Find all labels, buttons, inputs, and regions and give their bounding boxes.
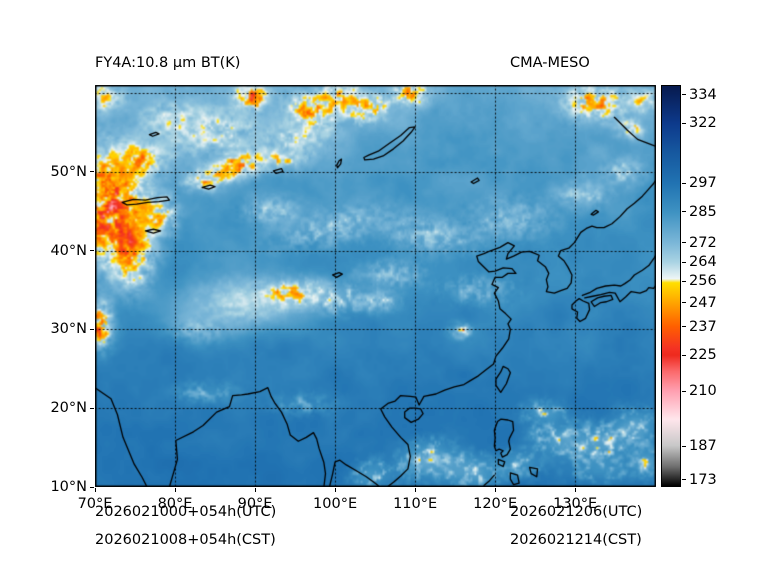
colorbar-tick-label: 225 xyxy=(689,347,717,364)
colorbar-tick-mark xyxy=(682,122,686,124)
colorbar-tick-mark xyxy=(682,390,686,392)
init-time-utc: 2026021000+054h(UTC) xyxy=(95,504,277,520)
colorbar-tick-mark xyxy=(682,211,686,213)
colorbar-tick-mark xyxy=(682,94,686,96)
colorbar xyxy=(661,85,681,487)
y-tick-label: 40°N xyxy=(50,242,87,259)
colorbar-tick-mark xyxy=(682,182,686,184)
valid-time-cst: 2026021214(CST) xyxy=(510,532,642,548)
x-tick-mark xyxy=(574,488,576,492)
colorbar-tick-mark xyxy=(682,479,686,481)
y-tick-mark xyxy=(90,171,94,173)
x-tick-mark xyxy=(174,488,176,492)
y-tick-mark xyxy=(90,250,94,252)
colorbar-tick-mark xyxy=(682,326,686,328)
x-tick-label: 110°E xyxy=(393,496,438,512)
colorbar-tick-mark xyxy=(682,261,686,263)
y-tick-mark xyxy=(90,328,94,330)
x-tick-mark xyxy=(414,488,416,492)
colorbar-tick-mark xyxy=(682,280,686,282)
x-tick-mark xyxy=(254,488,256,492)
colorbar-tick-mark xyxy=(682,445,686,447)
init-time-cst: 2026021008+054h(CST) xyxy=(95,532,276,548)
x-tick-mark xyxy=(94,488,96,492)
colorbar-tick-mark xyxy=(682,354,686,356)
x-tick-label: 90°E xyxy=(237,496,273,512)
colorbar-tick-label: 173 xyxy=(689,471,717,488)
y-tick-mark xyxy=(90,407,94,409)
x-tick-label: 120°E xyxy=(473,496,518,512)
plot-title-left: FY4A:10.8 μm BT(K) xyxy=(95,55,241,71)
colorbar-tick-label: 334 xyxy=(689,86,717,103)
x-tick-mark xyxy=(334,488,336,492)
x-tick-label: 80°E xyxy=(157,496,193,512)
y-tick-label: 10°N xyxy=(50,479,87,495)
colorbar-tick-label: 187 xyxy=(689,438,717,455)
bt-heatmap-canvas xyxy=(95,85,656,487)
plot-title-right: CMA-MESO xyxy=(510,55,590,71)
colorbar-tick-label: 272 xyxy=(689,234,717,251)
y-tick-label: 20°N xyxy=(50,400,87,417)
x-tick-label: 70°E xyxy=(77,496,113,512)
valid-time-utc: 2026021206(UTC) xyxy=(510,504,643,520)
y-tick-label: 30°N xyxy=(50,321,87,338)
colorbar-tick-label: 237 xyxy=(689,318,717,335)
colorbar-tick-label: 256 xyxy=(689,273,717,290)
colorbar-tick-label: 264 xyxy=(689,254,717,271)
colorbar-tick-label: 210 xyxy=(689,383,717,400)
y-tick-label: 50°N xyxy=(50,163,87,180)
colorbar-tick-mark xyxy=(682,242,686,244)
x-tick-mark xyxy=(494,488,496,492)
colorbar-tick-label: 247 xyxy=(689,294,717,311)
y-tick-mark xyxy=(90,486,94,488)
colorbar-tick-label: 285 xyxy=(689,203,717,220)
x-tick-label: 130°E xyxy=(553,496,598,512)
colorbar-tick-label: 297 xyxy=(689,175,717,192)
colorbar-tick-mark xyxy=(682,302,686,304)
x-tick-label: 100°E xyxy=(313,496,358,512)
colorbar-tick-label: 322 xyxy=(689,115,717,132)
